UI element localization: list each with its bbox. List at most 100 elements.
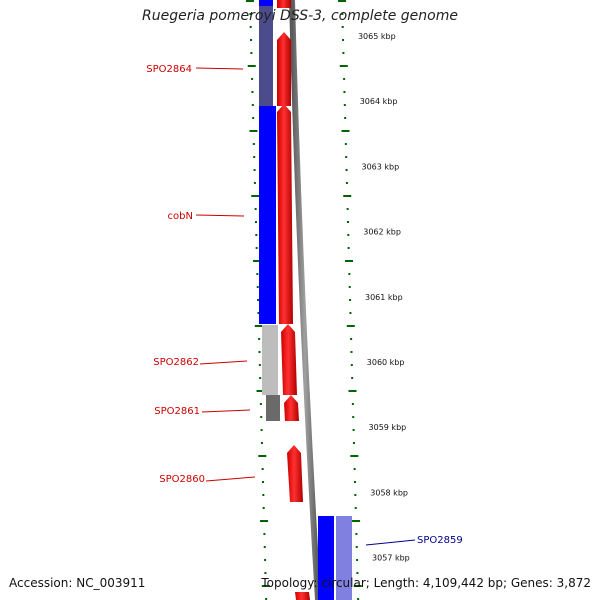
tick-mark (249, 13, 252, 15)
tick-mark (259, 403, 262, 405)
tick-mark (341, 130, 350, 132)
tick-mark (251, 91, 254, 93)
tick-mark (338, 0, 346, 2)
cds-spo2862-arrow (281, 324, 297, 395)
tick-mark (255, 234, 258, 236)
tick-mark (352, 429, 355, 431)
gene-label-spo2864: SPO2864 (146, 64, 192, 75)
tick-mark (264, 559, 267, 561)
tick-mark (262, 494, 265, 496)
cds-spo2859-lightblue (336, 516, 352, 600)
tick-mark (258, 364, 261, 366)
gene-label-cobn: cobN (168, 211, 193, 222)
tick-mark (350, 364, 353, 366)
cds-spo2860-arrow (287, 445, 303, 502)
ruler-label: 3061 kbp (365, 293, 403, 302)
tick-mark (253, 182, 256, 184)
tick-mark (254, 208, 257, 210)
topology-text: Topology: circular; Length: 4,109,442 bp… (261, 576, 591, 590)
tick-mark (257, 312, 260, 314)
tick-mark (345, 182, 348, 184)
tick-mark (345, 260, 354, 262)
tick-mark (253, 260, 262, 262)
tick-mark (343, 104, 346, 106)
tick-mark (341, 26, 344, 28)
label-line-spo2862 (199, 360, 248, 365)
track-block-spo2861-dark (266, 395, 280, 421)
tick-mark (263, 546, 266, 548)
tick-mark (353, 481, 356, 483)
cds-spo2859-blue (318, 516, 334, 600)
tick-mark (246, 0, 254, 2)
tick-mark (342, 52, 345, 54)
accession-text: Accession: NC_003911 (9, 576, 146, 590)
cds-spo2861-arrow (284, 395, 299, 421)
tick-mark (349, 312, 352, 314)
tick-mark (265, 598, 268, 600)
label-line-spo2864 (195, 67, 244, 70)
ruler-label: 3065 kbp (358, 32, 396, 41)
label-line-spo2859 (365, 539, 416, 546)
tick-mark (264, 572, 267, 574)
outer-tick-track (338, 0, 362, 600)
tick-mark (348, 286, 351, 288)
tick-mark (353, 468, 356, 470)
tick-mark (346, 325, 355, 327)
tick-mark (354, 507, 357, 509)
tick-mark (263, 533, 266, 535)
tick-mark (352, 442, 355, 444)
genome-title: Ruegeria pomeroyi DSS-3, complete genome (142, 8, 458, 24)
tick-mark (348, 273, 351, 275)
backbone-arc (289, 0, 321, 600)
ruler-label: 3058 kbp (370, 488, 408, 497)
tick-mark (349, 299, 352, 301)
tick-mark (351, 377, 354, 379)
tick-mark (343, 91, 346, 93)
tick-mark (251, 195, 260, 197)
tick-mark (256, 390, 265, 392)
tick-mark (342, 39, 345, 41)
tick-mark (260, 416, 263, 418)
inner-tick-track (246, 0, 270, 600)
tick-mark (249, 130, 258, 132)
tick-mark (341, 13, 344, 15)
tick-mark (345, 156, 348, 158)
tick-mark (346, 221, 349, 223)
cds-spo2864-arrow (277, 32, 291, 106)
gene-label-spo2859: SPO2859 (417, 535, 463, 546)
tick-mark (348, 390, 357, 392)
tick-mark (352, 520, 361, 522)
cds-spo2864-top (277, 0, 291, 8)
ruler-label: 3062 kbp (363, 228, 401, 237)
tick-mark (251, 78, 254, 80)
tick-mark (343, 195, 352, 197)
tick-mark (345, 169, 348, 171)
tick-mark (353, 585, 362, 587)
tick-mark (351, 403, 354, 405)
ruler-label: 3057 kbp (372, 554, 410, 563)
tick-mark (260, 429, 263, 431)
tick-mark (254, 325, 263, 327)
tick-mark (350, 338, 353, 340)
tick-mark (259, 377, 262, 379)
cds-bottom-red (295, 592, 310, 600)
gene-label-spo2860: SPO2860 (159, 474, 205, 485)
tick-mark (249, 26, 252, 28)
tick-mark (256, 273, 259, 275)
tick-mark (343, 78, 346, 80)
ruler-label: 3064 kbp (360, 97, 398, 106)
tick-mark (253, 169, 256, 171)
tick-mark (344, 143, 347, 145)
tick-mark (258, 338, 261, 340)
tick-mark (356, 572, 359, 574)
tick-mark (355, 546, 358, 548)
ruler-label: 3060 kbp (367, 358, 405, 367)
tick-mark (250, 39, 253, 41)
label-line-spo2861 (201, 409, 251, 413)
ruler-labels: 3065 kbp 3064 kbp 3063 kbp 3062 kbp 3061 kbp… (358, 32, 410, 563)
tick-mark (253, 156, 256, 158)
tick-mark (350, 455, 359, 457)
tick-mark (339, 65, 348, 67)
tick-mark (261, 468, 264, 470)
